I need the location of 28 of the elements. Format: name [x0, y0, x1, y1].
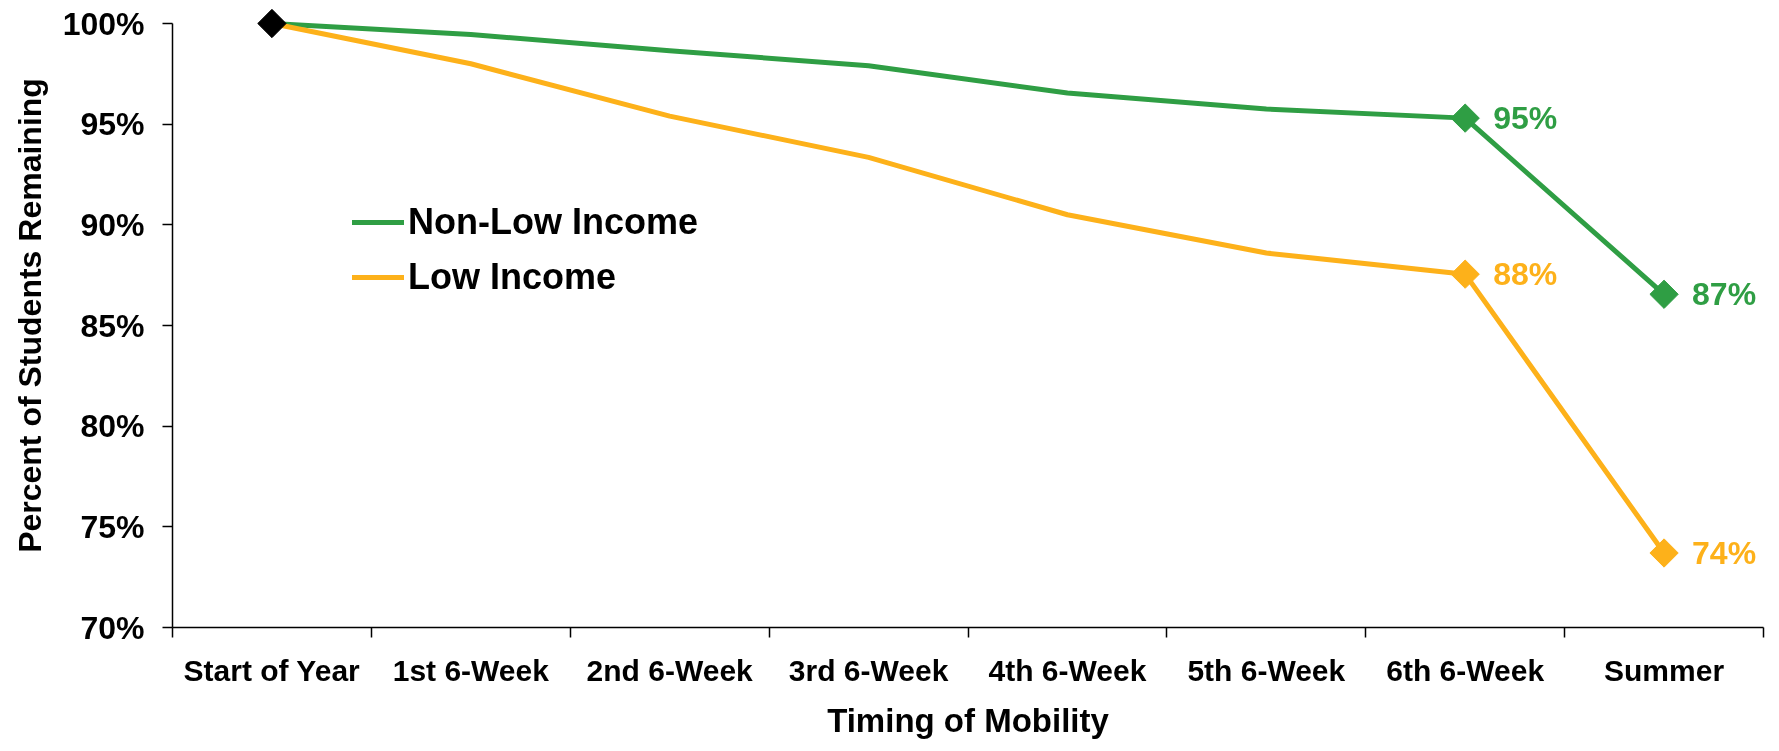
- y-tick-label: 80%: [80, 408, 145, 445]
- y-axis-title: Percent of Students Remaining: [11, 78, 48, 553]
- point: [257, 8, 287, 39]
- data-label: 95%: [1493, 100, 1558, 137]
- point: [1450, 103, 1480, 133]
- y-tick-label: 90%: [80, 206, 145, 243]
- point: [1649, 279, 1679, 309]
- point: [1649, 538, 1679, 568]
- legend-label: Non-Low Income: [408, 201, 698, 243]
- data-label: 74%: [1692, 535, 1757, 572]
- x-tick-label: 3rd 6-Week: [788, 653, 949, 687]
- y-tick-label: 95%: [80, 106, 145, 143]
- y-tick-label: 100%: [62, 5, 145, 42]
- x-tick-label: Start of Year: [183, 653, 361, 687]
- x-tick-label: Summer: [1604, 653, 1725, 687]
- data-label: 88%: [1493, 256, 1558, 293]
- x-tick-label: 4th 6-Week: [988, 653, 1147, 687]
- y-tick-label: 70%: [80, 609, 145, 646]
- x-tick-label: 1st 6-Week: [392, 653, 550, 687]
- x-tick-label: 2nd 6-Week: [586, 653, 754, 687]
- y-tick-label: 75%: [80, 508, 145, 545]
- y-tick-label: 85%: [80, 307, 145, 344]
- x-axis-title: Timing of Mobility: [827, 701, 1110, 739]
- legend-label: Low Income: [408, 256, 617, 298]
- x-tick-label: 6th 6-Week: [1386, 653, 1545, 687]
- x-tick-label: 5th 6-Week: [1187, 653, 1346, 687]
- point: [1450, 259, 1480, 289]
- data-label: 87%: [1692, 276, 1757, 313]
